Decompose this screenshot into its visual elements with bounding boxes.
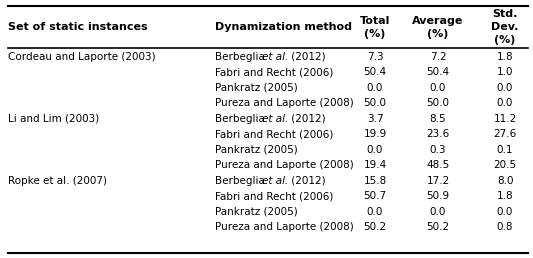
Text: 0.0: 0.0 [367,206,383,216]
Text: Pureza and Laporte (2008): Pureza and Laporte (2008) [215,98,354,108]
Text: 1.0: 1.0 [497,67,513,77]
Text: 17.2: 17.2 [426,175,450,186]
Text: 0.0: 0.0 [430,206,446,216]
Text: Ropke et al. (2007): Ropke et al. (2007) [8,175,107,186]
Text: Pureza and Laporte (2008): Pureza and Laporte (2008) [215,222,354,232]
Text: 1.8: 1.8 [497,191,513,201]
Text: Pankratz (2005): Pankratz (2005) [215,83,298,93]
Text: 48.5: 48.5 [426,160,450,170]
Text: Pureza and Laporte (2008): Pureza and Laporte (2008) [215,160,354,170]
Text: Std.: Std. [492,9,518,19]
Text: 0.0: 0.0 [367,83,383,93]
Text: 0.0: 0.0 [497,98,513,108]
Text: 20.5: 20.5 [494,160,516,170]
Text: 50.4: 50.4 [364,67,386,77]
Text: et al.: et al. [262,52,288,61]
Text: Berbeglia: Berbeglia [215,114,268,124]
Text: Berbeglia: Berbeglia [215,175,268,186]
Text: Average: Average [413,15,464,26]
Text: 19.9: 19.9 [364,129,386,139]
Text: 0.0: 0.0 [430,83,446,93]
Text: 8.0: 8.0 [497,175,513,186]
Text: Dev.: Dev. [491,22,519,32]
Text: Li and Lim (2003): Li and Lim (2003) [8,114,99,124]
Text: 0.8: 0.8 [497,222,513,232]
Text: (%): (%) [427,28,449,38]
Text: 50.2: 50.2 [364,222,386,232]
Text: et al.: et al. [262,175,288,186]
Text: 0.3: 0.3 [430,144,446,155]
Text: 0.0: 0.0 [497,83,513,93]
Text: 50.2: 50.2 [426,222,449,232]
Text: 50.7: 50.7 [364,191,386,201]
Text: Fabri and Recht (2006): Fabri and Recht (2006) [215,67,333,77]
Text: 0.0: 0.0 [367,144,383,155]
Text: (%): (%) [365,28,386,38]
Text: (2012): (2012) [288,175,326,186]
Text: 19.4: 19.4 [364,160,386,170]
Text: 11.2: 11.2 [494,114,516,124]
Text: Cordeau and Laporte (2003): Cordeau and Laporte (2003) [8,52,156,61]
Text: 3.7: 3.7 [367,114,383,124]
Text: (%): (%) [494,35,516,45]
Text: Fabri and Recht (2006): Fabri and Recht (2006) [215,191,333,201]
Text: 15.8: 15.8 [364,175,386,186]
Text: et al.: et al. [262,114,288,124]
Text: 0.1: 0.1 [497,144,513,155]
Text: (2012): (2012) [288,114,326,124]
Text: 50.0: 50.0 [364,98,386,108]
Text: 50.0: 50.0 [426,98,449,108]
Text: 8.5: 8.5 [430,114,446,124]
Text: Set of static instances: Set of static instances [8,22,148,32]
Text: 0.0: 0.0 [497,206,513,216]
Text: Total: Total [360,15,390,26]
Text: 23.6: 23.6 [426,129,450,139]
Text: 1.8: 1.8 [497,52,513,61]
Text: Berbeglia: Berbeglia [215,52,268,61]
Text: Dynamization method: Dynamization method [215,22,352,32]
Text: Pankratz (2005): Pankratz (2005) [215,144,298,155]
Text: Fabri and Recht (2006): Fabri and Recht (2006) [215,129,333,139]
Text: 7.2: 7.2 [430,52,446,61]
Text: (2012): (2012) [288,52,326,61]
Text: 27.6: 27.6 [494,129,516,139]
Text: 50.4: 50.4 [426,67,449,77]
Text: 50.9: 50.9 [426,191,449,201]
Text: 7.3: 7.3 [367,52,383,61]
Text: Pankratz (2005): Pankratz (2005) [215,206,298,216]
